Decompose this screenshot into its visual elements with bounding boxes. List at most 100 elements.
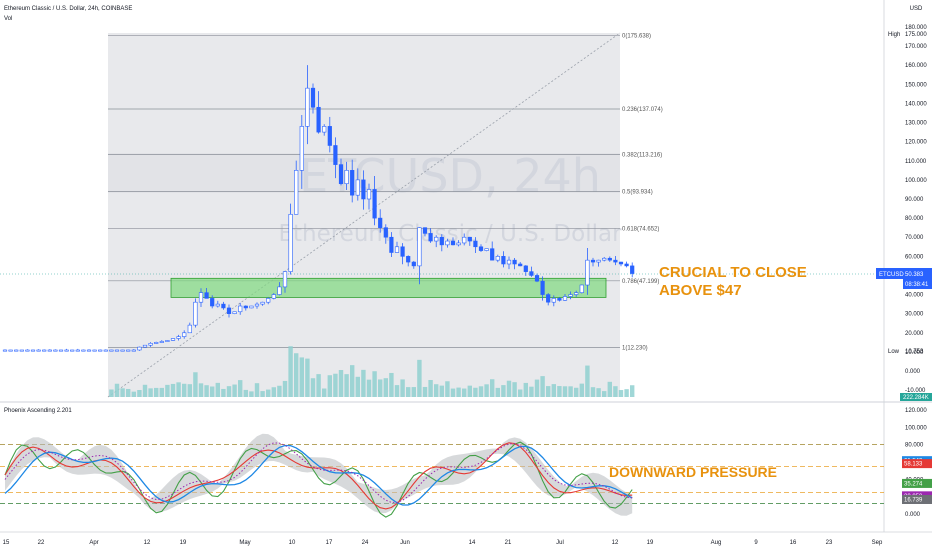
volume-bar — [579, 383, 584, 397]
candle — [109, 349, 114, 352]
volume-bar — [282, 380, 288, 397]
volume-bar — [210, 386, 215, 397]
volume-bars — [109, 346, 635, 397]
time-tick: Aug — [711, 540, 722, 546]
price-tick: 110.000 — [905, 159, 927, 165]
candle — [30, 349, 36, 352]
osc-red-line — [4, 442, 633, 510]
price-tick: 0.000 — [905, 369, 921, 375]
volume-bar — [165, 384, 170, 397]
volume-bar — [618, 390, 624, 397]
candle — [624, 263, 629, 267]
candle — [42, 349, 47, 352]
time-tick: Jun — [400, 540, 410, 546]
candle — [613, 259, 618, 263]
candle — [70, 349, 75, 352]
candle — [310, 87, 316, 108]
volume-bar — [422, 386, 428, 397]
candle — [182, 332, 187, 337]
candle — [2, 349, 8, 352]
volume-bar — [518, 389, 523, 397]
volume-bar — [316, 374, 321, 397]
price-tick: 40.000 — [905, 293, 924, 299]
candle — [249, 305, 254, 309]
candle — [557, 298, 562, 301]
candle — [344, 170, 349, 185]
osc-tick: 80.000 — [905, 443, 924, 449]
volume-badge-bg — [900, 393, 932, 401]
low-value: 10.753 — [905, 349, 924, 355]
volume-bar — [266, 389, 271, 397]
candle — [630, 265, 635, 274]
time-tick: May — [239, 540, 250, 546]
candle — [523, 265, 528, 272]
low-label: Low — [888, 349, 900, 355]
volume-bar — [428, 380, 433, 397]
candle — [142, 344, 148, 348]
candle — [277, 286, 282, 295]
candle — [450, 240, 456, 246]
candle — [254, 303, 260, 307]
candle — [47, 349, 52, 352]
price-tick: 10.000 — [905, 350, 924, 356]
volume-bar — [394, 385, 400, 397]
volume-bar — [551, 384, 556, 397]
candlesticks — [2, 65, 635, 352]
candle — [361, 179, 366, 200]
volume-bar — [344, 374, 349, 397]
fib-label: 0.382(113.216) — [622, 153, 662, 159]
candle — [484, 248, 489, 251]
volume-bar — [366, 379, 372, 397]
candle — [86, 349, 92, 352]
candle — [546, 294, 551, 303]
candle — [131, 349, 136, 352]
candle — [210, 298, 215, 307]
candle — [355, 179, 360, 196]
candle — [501, 256, 506, 265]
currency-label: USD — [910, 6, 923, 12]
candle — [159, 341, 164, 343]
candle — [288, 213, 293, 272]
volume-bar — [378, 379, 383, 397]
candle — [540, 280, 545, 295]
volume-bar — [271, 387, 276, 397]
price-tick: 130.000 — [905, 121, 927, 127]
volume-bar — [204, 385, 209, 397]
candle — [64, 349, 69, 352]
candle — [579, 284, 584, 293]
volume-bar — [159, 387, 164, 397]
candle — [607, 257, 612, 261]
volume-bar — [400, 379, 405, 397]
candle — [389, 236, 394, 253]
volume-bar — [624, 389, 629, 397]
volume-bar — [198, 383, 204, 397]
time-tick: 9 — [754, 540, 758, 546]
volume-bar — [322, 388, 327, 397]
candle — [260, 301, 265, 305]
symbol-title: Ethereum Classic / U.S. Dollar, 24h, COI… — [4, 6, 132, 12]
volume-bar — [529, 386, 534, 397]
candle — [19, 349, 24, 352]
candle — [232, 311, 237, 314]
candle — [406, 256, 411, 263]
candle — [148, 342, 153, 346]
volume-bar — [148, 388, 153, 397]
time-tick: 16 — [790, 540, 797, 546]
candle — [221, 303, 226, 309]
volume-bar — [120, 388, 125, 397]
candle — [154, 342, 159, 344]
candle — [322, 126, 327, 133]
fib-label: 0.5(93.934) — [622, 189, 653, 195]
volume-bar — [238, 380, 243, 397]
candle — [282, 271, 288, 288]
volume-bar — [406, 387, 411, 397]
candle — [299, 126, 304, 171]
candle — [506, 259, 512, 265]
time-tick: 21 — [505, 540, 512, 546]
volume-bar — [557, 386, 562, 397]
volume-bar — [439, 385, 444, 397]
volume-bar — [445, 381, 450, 397]
fib-trend-line — [107, 32, 621, 398]
volume-bar — [630, 385, 635, 397]
